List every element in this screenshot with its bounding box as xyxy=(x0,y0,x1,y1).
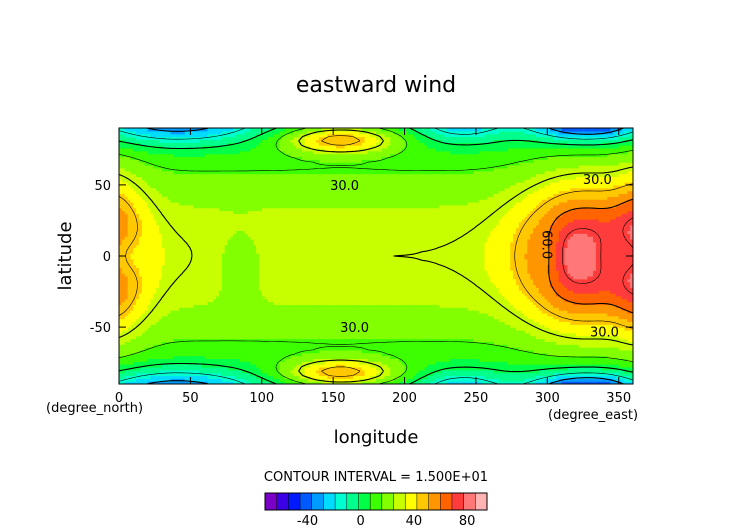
plot-area xyxy=(119,128,634,385)
chart-title: eastward wind xyxy=(296,73,456,98)
